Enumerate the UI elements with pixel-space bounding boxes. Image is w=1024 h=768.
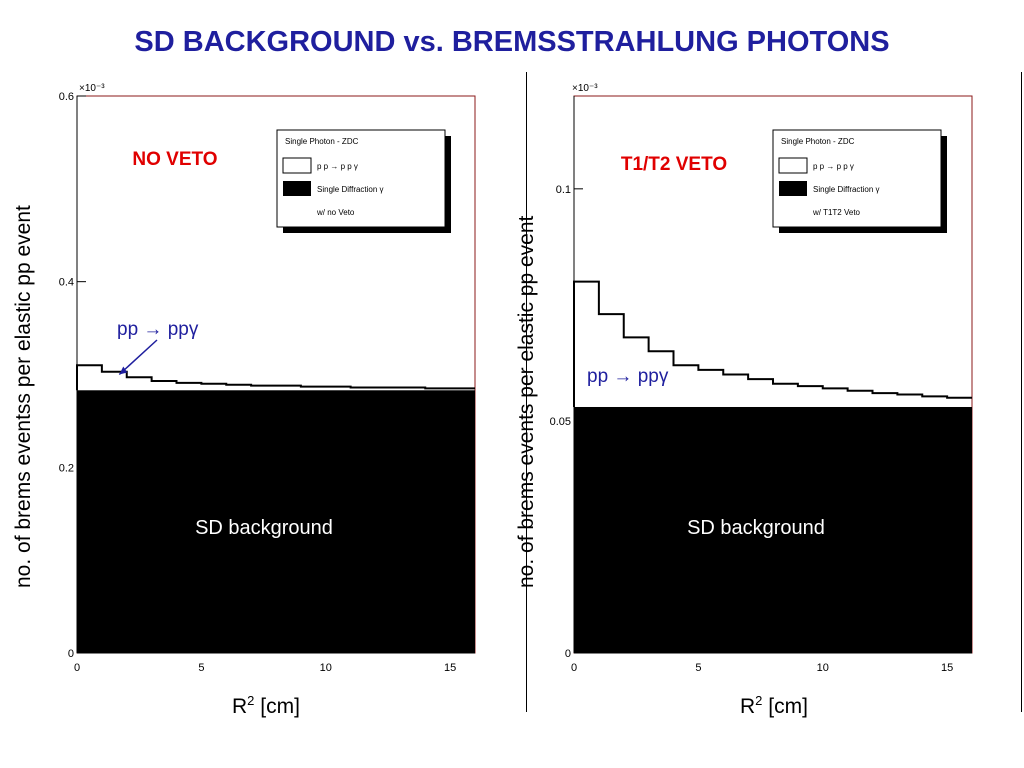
panel1-exponent-label: ×10⁻³ xyxy=(79,83,105,94)
panel1-pp-gamma-annotation: pp → ppγ xyxy=(117,319,199,340)
left-x-axis-label: R2 [cm] xyxy=(232,693,300,718)
panel1-pp-gamma-histogram xyxy=(76,364,475,391)
panel1-y-tick-label: 0 xyxy=(68,648,74,660)
panel1-x-tick-label: 15 xyxy=(444,662,456,674)
panel1-title: NO VETO xyxy=(132,149,217,170)
panel2-legend-entry-label: Single Diffraction γ xyxy=(813,185,880,194)
panel1-pp-gamma-arrow xyxy=(118,339,158,376)
panel1-y-tick-label: 0.2 xyxy=(59,462,74,474)
panel1-x-tick-label: 5 xyxy=(198,662,204,674)
panel2-pp-gamma-histogram xyxy=(573,280,972,407)
panel2-x-tick-label: 5 xyxy=(695,662,701,674)
panel1-y-tick-label: 0.6 xyxy=(59,91,74,103)
panel2-y-tick-label: 0.1 xyxy=(556,184,571,196)
panel2-sd-background-fill xyxy=(574,406,972,653)
panel2-legend-swatch-open xyxy=(778,157,808,174)
panel2-x-tick-label: 0 xyxy=(571,662,577,674)
panel2-legend-title: Single Photon - ZDC xyxy=(781,137,855,146)
panel1-y-tick-label: 0.4 xyxy=(59,277,74,289)
slide-title: SD BACKGROUND vs. BREMSSTRAHLUNG PHOTONS xyxy=(134,26,890,58)
panel2-x-tick-label: 15 xyxy=(941,662,953,674)
panel2-legend-swatch-filled xyxy=(779,181,807,196)
panel2-legend-box xyxy=(772,129,942,228)
panel1-legend-entry-label: Single Diffraction γ xyxy=(317,185,384,194)
panel2-x-tick-label: 10 xyxy=(817,662,829,674)
panel1-sd-background-label: SD background xyxy=(195,517,333,539)
panel1-legend-swatch-open xyxy=(282,157,312,174)
panel1-legend-entry-label: p p → p p γ xyxy=(317,162,358,171)
panel1-legend-swatch-filled xyxy=(283,181,311,196)
panel-divider-line xyxy=(526,72,527,712)
panel2-sd-background-label: SD background xyxy=(687,517,825,539)
panel1-x-tick-label: 10 xyxy=(320,662,332,674)
panel2-y-tick-label: 0 xyxy=(565,648,571,660)
panel1-sd-background-fill xyxy=(77,390,475,653)
panel1-legend-entry-label: w/ no Veto xyxy=(316,208,355,217)
panel1-x-tick-label: 0 xyxy=(74,662,80,674)
panel2-y-tick-label: 0.05 xyxy=(550,416,571,428)
panel2-pp-gamma-annotation: pp → ppγ xyxy=(587,366,669,387)
panel2-legend-entry-label: p p → p p γ xyxy=(813,162,854,171)
panel1-legend-box xyxy=(276,129,446,228)
right-edge-line xyxy=(1021,72,1022,712)
right-x-axis-label: R2 [cm] xyxy=(740,693,808,718)
panel1-pp-gamma-arrowhead xyxy=(119,366,128,375)
panel2-exponent-label: ×10⁻³ xyxy=(572,83,598,94)
panel1-legend-title: Single Photon - ZDC xyxy=(285,137,359,146)
panel2-legend-entry-label: w/ T1T2 Veto xyxy=(812,208,861,217)
panel2-title: T1/T2 VETO xyxy=(621,154,727,175)
